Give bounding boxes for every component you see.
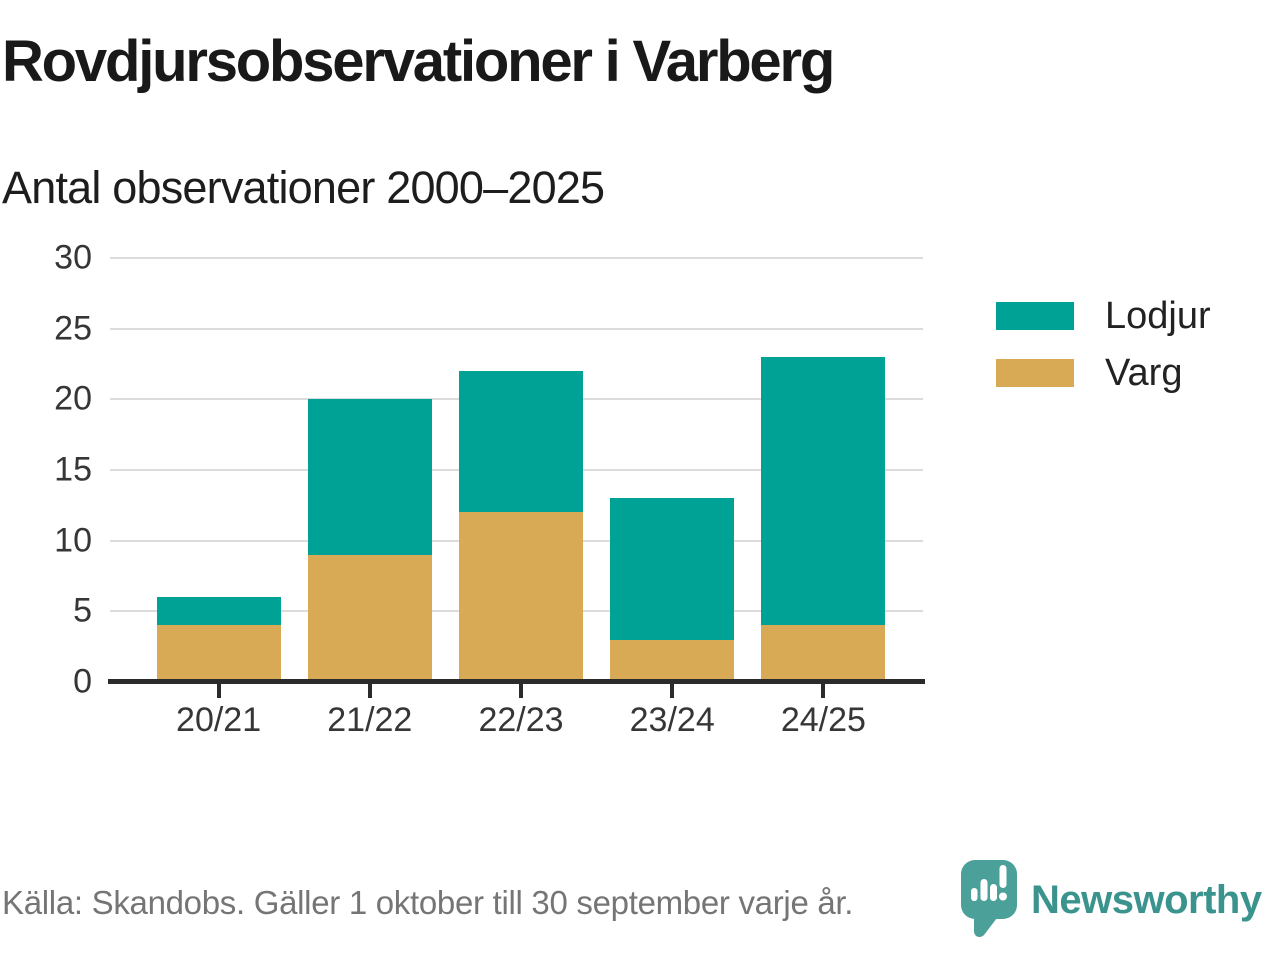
- legend-swatch-lodjur: [996, 302, 1074, 330]
- legend: Lodjur Varg: [996, 295, 1211, 415]
- legend-swatch-varg: [996, 359, 1074, 387]
- bar-segment-lodjur: [156, 597, 281, 626]
- bar-segment-varg: [459, 512, 583, 682]
- chart-subtitle: Antal observationer 2000–2025: [2, 162, 605, 213]
- x-axis-tick: [216, 683, 221, 698]
- x-axis-line: [108, 679, 925, 684]
- legend-item-lodjur: Lodjur: [996, 295, 1211, 337]
- gridline: [110, 327, 923, 330]
- legend-item-varg: Varg: [996, 352, 1211, 394]
- x-axis-tick: [821, 683, 826, 698]
- bar-segment-varg: [610, 639, 735, 682]
- source-note: Källa: Skandobs. Gäller 1 oktober till 3…: [2, 884, 854, 921]
- x-axis-tick-label: 24/25: [780, 701, 866, 739]
- brand-lockup: Newsworthy: [960, 858, 1262, 942]
- y-axis-tick-label: 5: [73, 591, 92, 630]
- legend-label-lodjur: Lodjur: [1105, 295, 1211, 337]
- bar-segment-varg: [761, 625, 886, 682]
- x-axis-tick: [519, 683, 523, 698]
- y-axis-tick-label: 15: [54, 450, 92, 489]
- x-axis-tick-label: 20/21: [176, 701, 262, 739]
- newsworthy-logo-icon: [961, 860, 1017, 937]
- legend-label-varg: Varg: [1105, 352, 1183, 394]
- x-axis-tick: [670, 683, 675, 698]
- x-axis-tick-label: 23/24: [629, 701, 715, 739]
- y-axis-tick-label: 20: [54, 379, 92, 418]
- bar-segment-varg: [156, 625, 281, 682]
- chart-title: Rovdjursobservationer i Varberg: [2, 29, 835, 94]
- gridline: [110, 257, 923, 259]
- brand-name: Newsworthy: [1031, 877, 1262, 922]
- y-axis-tick-label: 30: [54, 238, 92, 277]
- bar-segment-lodjur: [610, 498, 735, 640]
- bar-segment-lodjur: [761, 356, 886, 626]
- y-axis-tick-label: 10: [54, 521, 92, 560]
- y-axis-tick-label: 25: [54, 309, 92, 348]
- x-axis-tick: [367, 683, 372, 698]
- x-axis-tick-label: 22/23: [478, 701, 564, 739]
- x-axis-tick-label: 21/22: [327, 701, 413, 739]
- bar-segment-lodjur: [459, 371, 583, 513]
- bar-segment-lodjur: [307, 399, 432, 555]
- y-axis-tick-label: 0: [73, 662, 92, 701]
- bar-segment-varg: [307, 554, 432, 682]
